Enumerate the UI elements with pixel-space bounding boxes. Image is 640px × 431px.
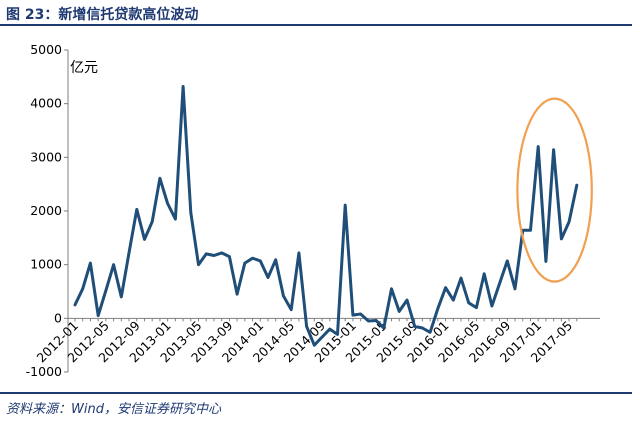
data-point (336, 333, 339, 336)
data-point (537, 145, 540, 148)
data-point (483, 272, 486, 275)
data-point (135, 208, 138, 211)
chart-axes (64, 49, 600, 373)
y-tick-label: 3000 (30, 149, 62, 164)
data-point (406, 299, 409, 302)
data-point (382, 327, 385, 330)
data-point (552, 148, 555, 151)
data-point (375, 319, 378, 322)
data-point (344, 204, 347, 207)
data-point (74, 303, 77, 306)
y-tick-label: 1000 (30, 257, 62, 272)
data-point (243, 262, 246, 265)
data-point (444, 286, 447, 289)
data-point (197, 263, 200, 266)
data-point (128, 251, 131, 254)
data-point (259, 259, 262, 262)
y-tick-labels: -1000 0 1000 2000 3000 4000 5000 (26, 42, 62, 379)
data-point (174, 218, 177, 221)
source-divider (0, 392, 632, 394)
data-point (236, 293, 239, 296)
data-point (498, 282, 501, 285)
data-point (189, 211, 192, 214)
unit-label: 亿元 (70, 60, 98, 76)
data-point (568, 220, 571, 223)
data-point (81, 287, 84, 290)
data-point (205, 252, 208, 255)
data-point (228, 255, 231, 258)
data-point (267, 276, 270, 279)
highlight-ellipse (516, 97, 593, 283)
data-point (182, 85, 185, 88)
data-point (213, 254, 216, 257)
data-point (282, 294, 285, 297)
data-point (251, 257, 254, 260)
data-point (398, 310, 401, 313)
data-point (490, 305, 493, 308)
data-point (359, 313, 362, 316)
data-point (467, 301, 470, 304)
data-point (328, 328, 331, 331)
data-point (166, 202, 169, 205)
data-point (297, 251, 300, 254)
data-point (529, 229, 532, 232)
data-point (305, 325, 308, 328)
source-note: 资料来源：Wind，安信证券研究中心 (6, 402, 221, 417)
data-point (514, 287, 517, 290)
data-point (421, 327, 424, 330)
data-point (321, 336, 324, 339)
data-point (112, 263, 115, 266)
data-point (151, 220, 154, 223)
data-point (158, 177, 161, 180)
data-point (544, 260, 547, 263)
data-point (429, 331, 432, 334)
data-point (390, 287, 393, 290)
data-point (97, 314, 100, 317)
data-point (475, 306, 478, 309)
data-point (104, 289, 107, 292)
title-divider (0, 24, 632, 26)
data-point (89, 262, 92, 265)
series-group (73, 85, 579, 347)
data-point (351, 314, 354, 317)
y-tick-label: 4000 (30, 96, 62, 111)
data-point (143, 238, 146, 241)
data-point (367, 320, 370, 323)
data-point (220, 251, 223, 254)
y-tick-label: 2000 (30, 203, 62, 218)
figure-title: 图 23：新增信托贷款高位波动 (6, 7, 199, 23)
data-point (120, 295, 123, 298)
data-point (560, 237, 563, 240)
y-tick-label: -1000 (26, 364, 62, 379)
data-point (506, 259, 509, 262)
series-line (73, 85, 579, 347)
data-point (290, 308, 293, 311)
data-point (575, 184, 578, 187)
data-point (460, 277, 463, 280)
data-point (274, 258, 277, 261)
y-tick-label: 0 (54, 310, 62, 325)
x-tick-labels: 2012-012012-052012-092013-012013-052013-… (34, 318, 576, 366)
data-point (313, 344, 316, 347)
y-tick-label: 5000 (30, 42, 62, 57)
data-point (413, 325, 416, 328)
data-point (452, 299, 455, 302)
data-point (436, 307, 439, 310)
